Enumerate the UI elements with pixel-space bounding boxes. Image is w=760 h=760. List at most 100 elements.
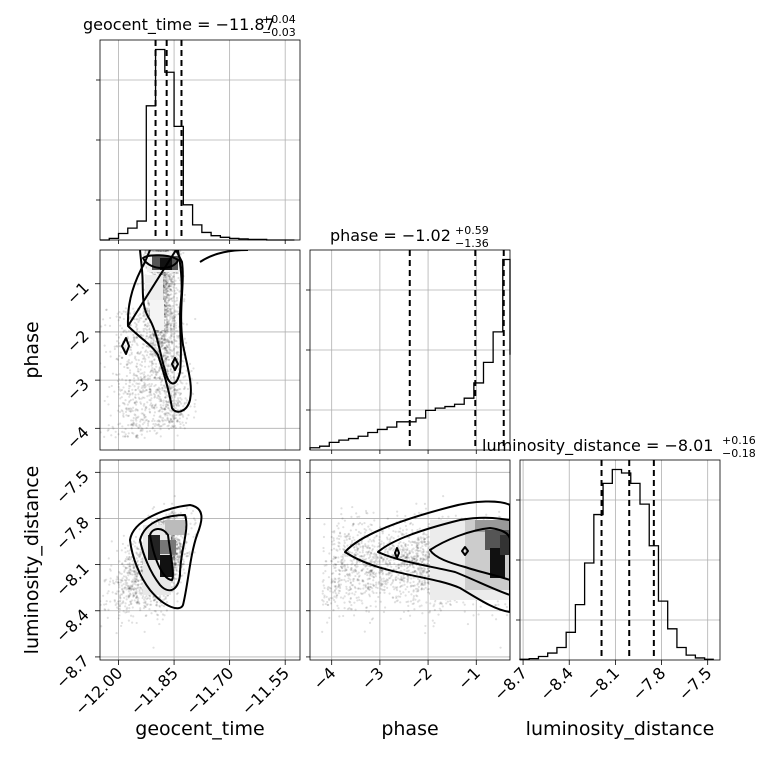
- sample-point: [158, 366, 161, 369]
- sample-point: [160, 336, 163, 339]
- sample-point: [170, 357, 174, 360]
- sample-point: [165, 282, 168, 286]
- sample-point: [131, 606, 134, 609]
- sample-point: [172, 393, 176, 397]
- sample-point: [173, 391, 177, 395]
- sample-point: [155, 601, 158, 604]
- sample-point: [141, 596, 144, 600]
- sample-point: [153, 429, 156, 432]
- sample-point: [116, 373, 119, 377]
- sample-point: [161, 347, 164, 350]
- sample-point: [142, 311, 145, 315]
- sample-point: [168, 275, 171, 278]
- sample-point: [159, 406, 163, 409]
- sample-point: [155, 604, 158, 607]
- sample-point: [171, 316, 174, 319]
- sample-point: [166, 351, 170, 355]
- sample-point: [169, 365, 172, 368]
- sample-point: [166, 346, 169, 349]
- sample-point: [132, 307, 135, 310]
- sample-point: [170, 278, 174, 281]
- sample-point: [145, 334, 149, 338]
- sample-point: [108, 583, 111, 586]
- sample-point: [157, 394, 160, 397]
- sample-point: [171, 297, 174, 300]
- sample-point: [161, 388, 164, 392]
- sample-point: [132, 338, 136, 341]
- sample-point: [134, 355, 137, 358]
- sample-point: [145, 324, 149, 328]
- sample-point: [171, 355, 175, 358]
- sample-point: [124, 546, 127, 550]
- sample-point: [148, 375, 152, 378]
- sample-point: [166, 289, 170, 293]
- sample-point: [149, 391, 152, 394]
- sample-point: [165, 513, 168, 516]
- sample-point: [150, 364, 153, 367]
- sample-point: [173, 347, 176, 350]
- sample-point: [176, 346, 179, 349]
- sample-point: [136, 376, 140, 379]
- contour-line: [199, 250, 249, 263]
- sample-point: [134, 588, 137, 591]
- sample-point: [153, 407, 156, 410]
- sample-point: [172, 414, 175, 417]
- sample-point: [164, 288, 167, 291]
- sample-point: [173, 495, 176, 498]
- sample-point: [139, 607, 142, 610]
- sample-point: [142, 414, 146, 417]
- sample-point: [169, 288, 172, 292]
- sample-point: [177, 335, 180, 338]
- sample-point: [136, 602, 139, 605]
- sample-point: [137, 586, 140, 589]
- sample-point: [168, 277, 172, 280]
- sample-point: [164, 324, 167, 327]
- sample-point: [132, 422, 136, 425]
- sample-point: [163, 386, 167, 389]
- sample-point: [158, 376, 161, 380]
- sample-point: [156, 348, 159, 351]
- sample-point: [169, 326, 172, 329]
- sample-point: [127, 384, 131, 388]
- sample-point: [167, 343, 170, 346]
- sample-point: [143, 604, 146, 607]
- sample-point: [162, 522, 165, 525]
- sample-point: [164, 330, 168, 333]
- sample-point: [176, 538, 179, 541]
- sample-point: [126, 572, 130, 575]
- sample-point: [154, 383, 157, 387]
- sample-point: [164, 313, 167, 316]
- sample-point: [168, 336, 171, 339]
- sample-point: [149, 333, 152, 337]
- sample-point: [164, 314, 167, 317]
- sample-point: [182, 364, 185, 368]
- sample-point: [152, 342, 155, 345]
- sample-point: [184, 552, 187, 556]
- sample-point: [138, 317, 141, 320]
- sample-point: [165, 308, 168, 311]
- sample-point: [126, 584, 129, 587]
- sample-point: [172, 250, 175, 252]
- sample-point: [178, 538, 181, 542]
- sample-point: [104, 350, 108, 354]
- sample-point: [162, 354, 165, 357]
- sample-point: [138, 397, 141, 401]
- sample-point: [152, 272, 155, 276]
- sample-point: [153, 343, 156, 347]
- sample-point: [152, 338, 155, 341]
- sample-point: [166, 370, 169, 373]
- sample-point: [154, 354, 157, 357]
- sample-point: [126, 335, 129, 338]
- sample-point: [144, 323, 147, 326]
- sample-point: [144, 596, 147, 599]
- sample-point: [175, 345, 178, 348]
- sample-point: [157, 250, 160, 253]
- sample-point: [173, 289, 176, 292]
- sample-point: [164, 286, 167, 289]
- sample-point: [164, 346, 167, 349]
- sample-point: [160, 335, 164, 338]
- sample-point: [162, 291, 165, 294]
- sample-point: [172, 535, 175, 538]
- sample-point: [160, 340, 163, 343]
- sample-point: [164, 327, 167, 330]
